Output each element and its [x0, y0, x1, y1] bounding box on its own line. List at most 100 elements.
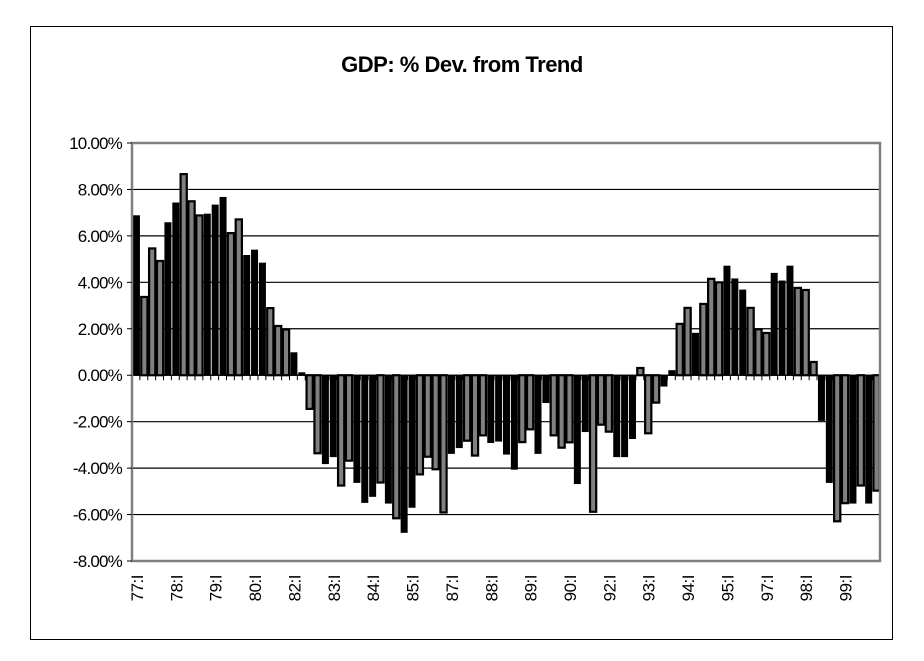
x-tick-label: 97:I	[758, 575, 777, 601]
bar	[172, 202, 180, 376]
bar	[470, 374, 480, 457]
bar	[731, 278, 739, 376]
bar	[793, 286, 803, 377]
bars	[132, 173, 881, 533]
bar	[187, 200, 196, 377]
bar	[423, 374, 432, 458]
bar	[832, 374, 842, 523]
bar	[746, 306, 755, 377]
bar	[219, 196, 227, 376]
bar	[699, 302, 708, 377]
bar	[164, 222, 172, 376]
bar	[770, 272, 778, 376]
bar	[384, 374, 392, 504]
bar	[644, 374, 653, 435]
bar	[613, 374, 621, 458]
bar	[518, 374, 527, 444]
x-tick-label: 98:I	[797, 575, 816, 601]
bar	[683, 306, 692, 377]
bar	[195, 214, 204, 377]
bar	[621, 374, 629, 458]
x-tick-label: 83:I	[325, 575, 344, 601]
bar	[495, 374, 503, 442]
x-tick-label: 90:I	[561, 575, 580, 601]
bar	[281, 328, 291, 377]
bar	[321, 374, 329, 465]
bar	[132, 215, 140, 376]
bar	[786, 265, 794, 376]
y-tick-label: 10.00%	[69, 134, 123, 153]
x-tick-label: 79:I	[207, 575, 226, 601]
bar	[258, 262, 266, 376]
bar	[392, 374, 401, 520]
bar	[628, 374, 636, 440]
bar	[856, 374, 866, 487]
bar	[344, 374, 354, 462]
bar	[408, 374, 416, 508]
bar	[525, 374, 535, 431]
bar	[336, 374, 346, 487]
x-tick-label: 92:I	[600, 575, 619, 601]
bar	[313, 374, 322, 455]
bar	[510, 374, 518, 470]
bar	[329, 374, 337, 458]
bar	[872, 374, 881, 492]
chart-frame	[30, 26, 893, 640]
x-tick-label: 82:I	[285, 575, 304, 601]
bar	[400, 374, 408, 533]
bar	[739, 289, 747, 376]
bar	[369, 374, 377, 497]
bar	[376, 374, 385, 484]
bar	[290, 352, 298, 376]
y-tick-label: 2.00%	[78, 320, 123, 339]
bar	[714, 281, 724, 377]
bar	[447, 374, 455, 454]
chart-title: GDP: % Dev. from Trend	[341, 52, 583, 77]
bar	[155, 259, 165, 377]
x-tick-label: 89:I	[522, 575, 541, 601]
bar	[140, 295, 149, 377]
bar	[691, 332, 699, 376]
bar	[273, 324, 283, 377]
bar	[266, 307, 275, 377]
y-tick-label: -6.00%	[73, 506, 123, 525]
bar	[840, 374, 850, 505]
x-tick-label: 95:I	[718, 575, 737, 601]
bar	[234, 218, 243, 377]
y-tick-label: -4.00%	[73, 459, 123, 478]
bar	[801, 288, 810, 377]
bar	[251, 249, 259, 376]
bar	[596, 374, 606, 426]
bar	[588, 374, 598, 513]
bar	[542, 374, 550, 404]
bar	[415, 374, 425, 476]
bar	[431, 374, 440, 471]
bar	[723, 265, 731, 376]
y-tick-label: 4.00%	[78, 273, 123, 292]
bar	[754, 328, 763, 377]
x-tick-label: 77:I	[128, 575, 147, 601]
bar	[478, 374, 488, 437]
bar	[636, 366, 645, 377]
bar	[226, 232, 236, 377]
plot-area-border	[130, 141, 882, 563]
bar	[455, 374, 463, 449]
bar	[502, 374, 510, 455]
bar	[565, 374, 574, 444]
bar	[243, 254, 251, 376]
bar	[361, 374, 369, 503]
bar	[849, 374, 857, 504]
bar	[487, 374, 495, 443]
x-tick-label: 80:I	[246, 575, 265, 601]
x-tick-label: 99:I	[837, 575, 856, 601]
x-tick-label: 85:I	[404, 575, 423, 601]
bar	[778, 280, 786, 376]
bar	[211, 204, 219, 376]
bar	[439, 374, 448, 514]
y-axis: 10.00% 8.00% 6.00% 4.00% 2.00% 0.00% -2.00% -4.…	[69, 134, 132, 571]
y-tick-label: -8.00%	[73, 552, 123, 571]
y-tick-label: 6.00%	[78, 227, 123, 246]
x-axis-labels: 77:I 78:I 79:I 80:I 82:I 83:I 84:I 85:I 87:I 88:I…	[128, 575, 856, 601]
x-tick-label: 93:I	[640, 575, 659, 601]
